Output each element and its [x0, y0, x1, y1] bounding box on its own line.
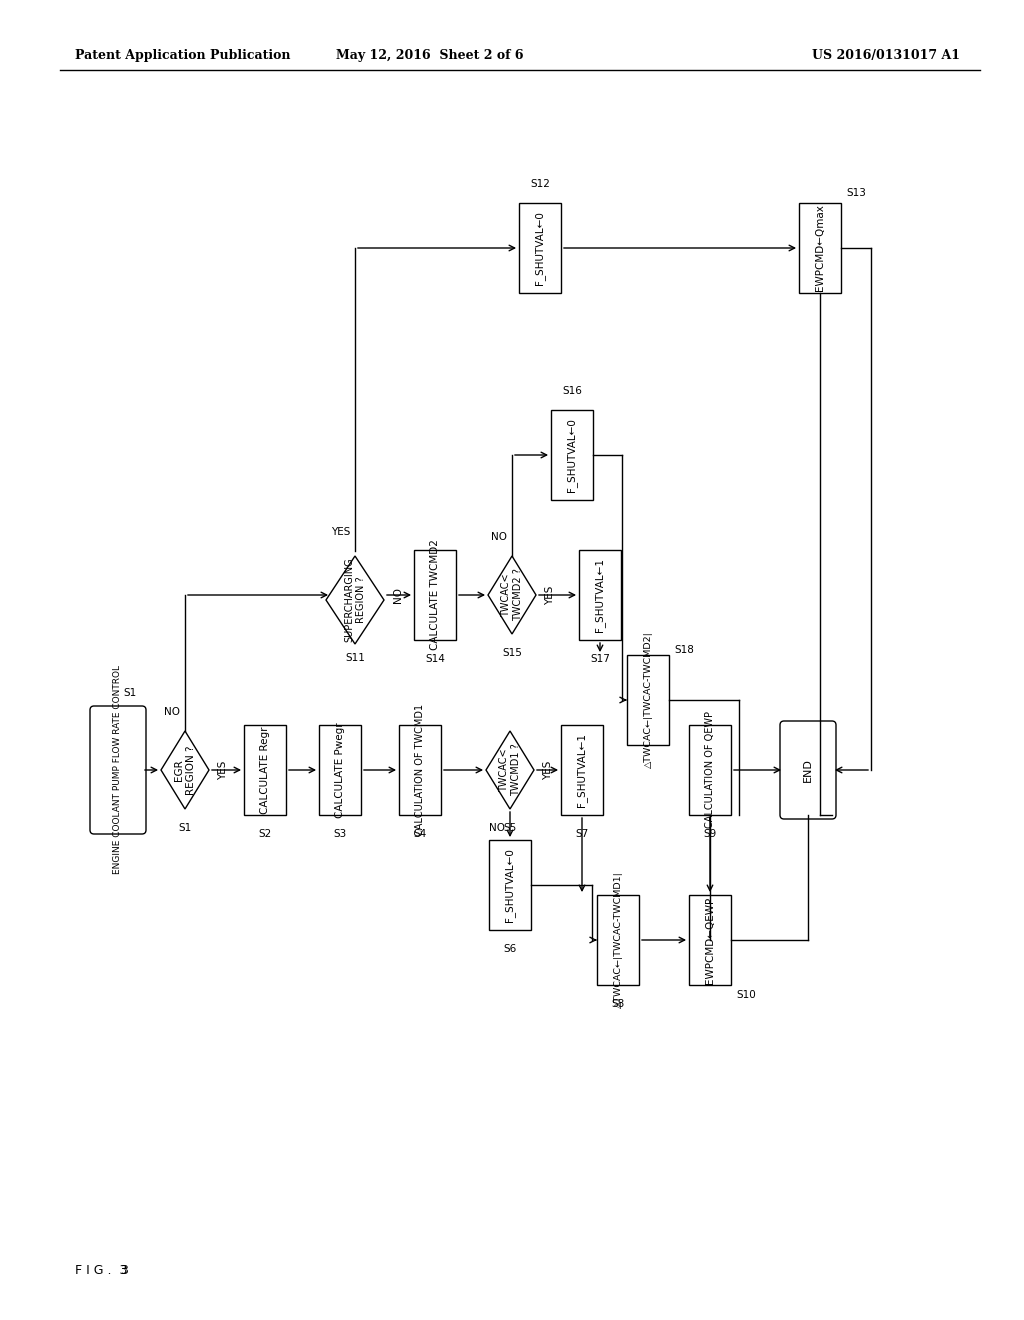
Text: F_SHUTVAL←1: F_SHUTVAL←1	[577, 733, 588, 807]
Text: F_SHUTVAL←0: F_SHUTVAL←0	[505, 847, 515, 921]
FancyBboxPatch shape	[399, 725, 441, 814]
FancyBboxPatch shape	[90, 706, 146, 834]
FancyBboxPatch shape	[551, 411, 593, 500]
FancyBboxPatch shape	[489, 840, 531, 931]
Text: YES: YES	[218, 760, 228, 780]
Text: CALCULATE TWCMD2: CALCULATE TWCMD2	[430, 540, 440, 651]
Text: F_SHUTVAL←0: F_SHUTVAL←0	[566, 418, 578, 492]
FancyBboxPatch shape	[414, 550, 456, 640]
Text: △TWCAC←|TWCAC-TWCMD1|: △TWCAC←|TWCAC-TWCMD1|	[613, 871, 623, 1008]
FancyBboxPatch shape	[799, 203, 841, 293]
FancyBboxPatch shape	[579, 550, 621, 640]
Text: S13: S13	[846, 187, 866, 198]
Text: NO: NO	[393, 587, 403, 603]
Text: TWCAC<
TWCMD1 ?: TWCAC< TWCMD1 ?	[500, 743, 521, 796]
Text: YES: YES	[331, 527, 350, 537]
Text: S6: S6	[504, 944, 517, 954]
Polygon shape	[161, 731, 209, 809]
Text: May 12, 2016  Sheet 2 of 6: May 12, 2016 Sheet 2 of 6	[336, 49, 523, 62]
Text: F_SHUTVAL←1: F_SHUTVAL←1	[595, 558, 605, 632]
FancyBboxPatch shape	[519, 203, 561, 293]
FancyBboxPatch shape	[689, 895, 731, 985]
Polygon shape	[488, 556, 536, 634]
Text: S11: S11	[345, 653, 365, 663]
Text: S17: S17	[590, 653, 610, 664]
Text: S15: S15	[502, 648, 522, 657]
Text: NO: NO	[489, 822, 505, 833]
Text: ENGINE COOLANT PUMP FLOW RATE CONTROL: ENGINE COOLANT PUMP FLOW RATE CONTROL	[114, 665, 123, 874]
Text: S2: S2	[258, 829, 271, 840]
Text: US 2016/0131017 A1: US 2016/0131017 A1	[812, 49, 961, 62]
Text: S7: S7	[575, 829, 589, 840]
Text: NO: NO	[490, 532, 507, 543]
Text: S8: S8	[611, 999, 625, 1008]
FancyBboxPatch shape	[244, 725, 286, 814]
Text: S10: S10	[736, 990, 756, 1001]
FancyBboxPatch shape	[780, 721, 836, 818]
Text: TWCAC<
TWCMD2 ?: TWCAC< TWCMD2 ?	[501, 569, 523, 622]
Text: S18: S18	[674, 645, 694, 655]
Text: S4: S4	[414, 829, 427, 840]
Text: END: END	[803, 758, 813, 781]
FancyBboxPatch shape	[319, 725, 361, 814]
Text: YES: YES	[543, 760, 553, 780]
Text: F I G .  3: F I G . 3	[75, 1263, 127, 1276]
Polygon shape	[486, 731, 534, 809]
Text: S16: S16	[562, 385, 582, 396]
Text: EWPCMD←QEWP: EWPCMD←QEWP	[705, 896, 715, 983]
Text: S1: S1	[123, 688, 136, 698]
Text: CALCULATION OF QEWP: CALCULATION OF QEWP	[705, 711, 715, 829]
Text: NO: NO	[164, 708, 180, 717]
FancyBboxPatch shape	[689, 725, 731, 814]
Polygon shape	[326, 556, 384, 644]
Text: Patent Application Publication: Patent Application Publication	[75, 49, 291, 62]
Text: YES: YES	[545, 585, 555, 605]
Text: △TWCAC←|TWCAC-TWCMD2|: △TWCAC←|TWCAC-TWCMD2|	[643, 631, 652, 768]
Text: S1: S1	[178, 822, 191, 833]
Text: S5: S5	[504, 822, 517, 833]
Text: EWPCMD←Qmax: EWPCMD←Qmax	[815, 205, 825, 292]
Text: CALCULATE Pwegr: CALCULATE Pwegr	[335, 722, 345, 818]
Text: S3: S3	[334, 829, 347, 840]
Text: 3: 3	[120, 1263, 128, 1276]
Text: EGR
REGION ?: EGR REGION ?	[174, 746, 196, 795]
Text: SUPERCHARGING
REGION ?: SUPERCHARGING REGION ?	[344, 557, 366, 643]
Text: S14: S14	[425, 653, 445, 664]
Text: F_SHUTVAL←0: F_SHUTVAL←0	[535, 211, 546, 285]
Text: CALCULATE Regr: CALCULATE Regr	[260, 726, 270, 813]
FancyBboxPatch shape	[627, 655, 669, 744]
FancyBboxPatch shape	[597, 895, 639, 985]
FancyBboxPatch shape	[561, 725, 603, 814]
Text: S9: S9	[703, 829, 717, 840]
Text: S12: S12	[530, 180, 550, 189]
Text: CALCULATION OF TWCMD1: CALCULATION OF TWCMD1	[415, 704, 425, 836]
